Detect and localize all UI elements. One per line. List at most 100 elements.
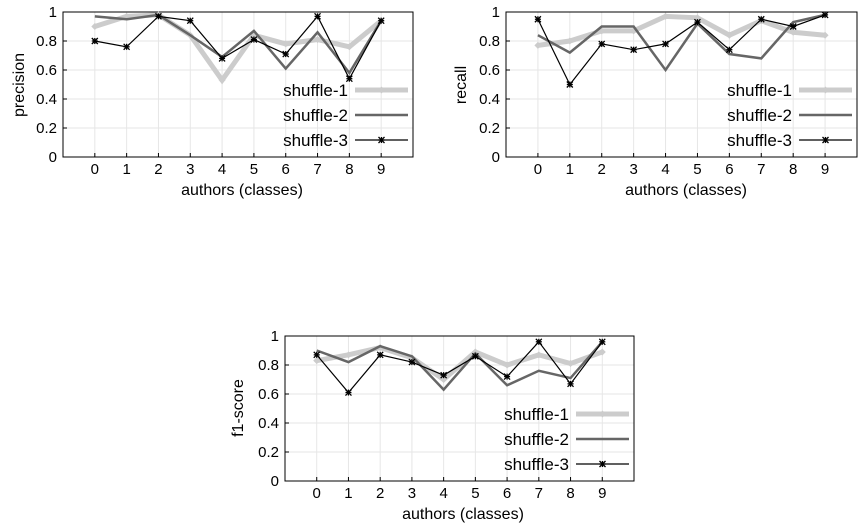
data-point <box>503 361 511 369</box>
x-tick-label: 4 <box>218 161 226 178</box>
y-tick-label: 0 <box>492 149 500 166</box>
legend-label: shuffle-2 <box>504 430 569 449</box>
y-tick-label: 1 <box>271 328 279 345</box>
data-point <box>821 31 829 39</box>
legend-item-shuffle-1: shuffle-1 <box>727 81 852 100</box>
data-point <box>725 31 733 39</box>
y-tick-label: 0.2 <box>36 120 57 137</box>
y-tick-label: 0.2 <box>479 120 500 137</box>
data-point <box>408 358 416 366</box>
data-point <box>534 41 542 49</box>
data-point <box>662 12 670 20</box>
legend-label: shuffle-3 <box>504 455 569 474</box>
legend-item-shuffle-2: shuffle-2 <box>727 106 852 125</box>
x-tick-label: 8 <box>789 161 797 178</box>
data-point <box>440 371 448 379</box>
legend-item-shuffle-3: shuffle-3 <box>504 455 629 474</box>
legend-marker <box>822 86 829 94</box>
data-point <box>503 373 511 381</box>
x-tick-label: 2 <box>598 161 606 178</box>
x-tick-label: 6 <box>725 161 733 178</box>
series-shuffle-3 <box>534 11 829 88</box>
data-point <box>789 28 797 36</box>
series-line <box>316 340 604 392</box>
x-tick-label: 9 <box>821 161 829 178</box>
x-tick-label: 2 <box>154 161 162 178</box>
data-point <box>313 351 321 359</box>
y-tick-label: 0.8 <box>36 33 57 50</box>
y-tick-label: 0.4 <box>258 415 279 432</box>
x-tick-label: 3 <box>186 161 194 178</box>
legend: shuffle-1 shuffle-2 shuffle-3 <box>283 81 408 150</box>
data-point <box>154 12 162 20</box>
y-tick-label: 1 <box>49 4 57 21</box>
y-tick-label: 0.4 <box>36 91 57 108</box>
series-line <box>316 340 603 394</box>
data-point <box>567 360 575 368</box>
data-point <box>218 76 226 84</box>
x-tick-label: 0 <box>534 161 542 178</box>
data-point <box>91 23 99 30</box>
legend-item-shuffle-1: shuffle-1 <box>283 81 408 100</box>
series-line <box>94 15 382 80</box>
data-point <box>598 338 606 346</box>
series-line <box>94 12 383 85</box>
data-point <box>598 348 606 356</box>
legend-item-shuffle-1: shuffle-1 <box>504 405 629 424</box>
data-point <box>250 36 258 44</box>
series-shuffle-3 <box>313 338 606 397</box>
x-tick-label: 6 <box>503 485 511 502</box>
data-point <box>344 389 352 397</box>
x-tick-label: 1 <box>566 161 574 178</box>
y-tick-label: 0 <box>271 473 279 490</box>
data-point <box>821 11 829 19</box>
grid <box>63 11 413 158</box>
y-tick-label: 1 <box>492 4 500 21</box>
data-point <box>630 46 638 54</box>
y-tick-label: 0.6 <box>479 62 500 79</box>
data-point <box>598 40 606 48</box>
series-line <box>537 13 826 48</box>
y-tick-label: 0.2 <box>258 444 279 461</box>
recall-chart: recall authors (classes) 0 0.2 0.4 0.6 0.8 1 0… <box>453 4 858 199</box>
legend: shuffle-1 shuffle-2 shuffle-3 <box>727 81 852 150</box>
series-line <box>537 13 826 73</box>
series-shuffle-1 <box>91 11 385 85</box>
data-point <box>91 37 99 45</box>
x-tick-label: 4 <box>661 161 669 178</box>
series-shuffle-2 <box>94 13 383 76</box>
data-point <box>345 43 353 51</box>
x-axis-label: authors (classes) <box>402 506 524 523</box>
legend-item-shuffle-3: shuffle-3 <box>727 131 852 150</box>
series-shuffle-3 <box>91 12 385 83</box>
data-point <box>282 40 290 48</box>
data-point <box>789 23 797 30</box>
data-point <box>757 15 765 23</box>
data-point <box>344 351 352 359</box>
data-point <box>535 338 543 346</box>
legend-label: shuffle-2 <box>727 106 792 125</box>
data-point <box>186 17 194 25</box>
x-tick-label: 3 <box>408 485 416 502</box>
y-tick-label: 0.6 <box>36 62 57 79</box>
x-tick-label: 5 <box>693 161 701 178</box>
y-axis-label: recall <box>453 66 470 104</box>
legend-item-shuffle-3: shuffle-3 <box>283 131 408 150</box>
data-point <box>313 357 321 365</box>
x-tick-label: 2 <box>376 485 384 502</box>
legend-marker <box>599 410 606 418</box>
data-point <box>471 352 479 360</box>
x-tick-label: 7 <box>313 161 321 178</box>
legend-label: shuffle-1 <box>283 81 348 100</box>
grid <box>285 335 634 482</box>
legend-marker <box>378 136 385 144</box>
x-tick-label: 1 <box>344 485 352 502</box>
x-axis-label: authors (classes) <box>181 182 303 199</box>
x-tick-label: 7 <box>757 161 765 178</box>
data-point <box>534 15 542 23</box>
data-point <box>693 18 701 26</box>
x-tick-label: 1 <box>122 161 130 178</box>
legend-label: shuffle-1 <box>504 405 569 424</box>
x-tick-label: 7 <box>535 485 543 502</box>
